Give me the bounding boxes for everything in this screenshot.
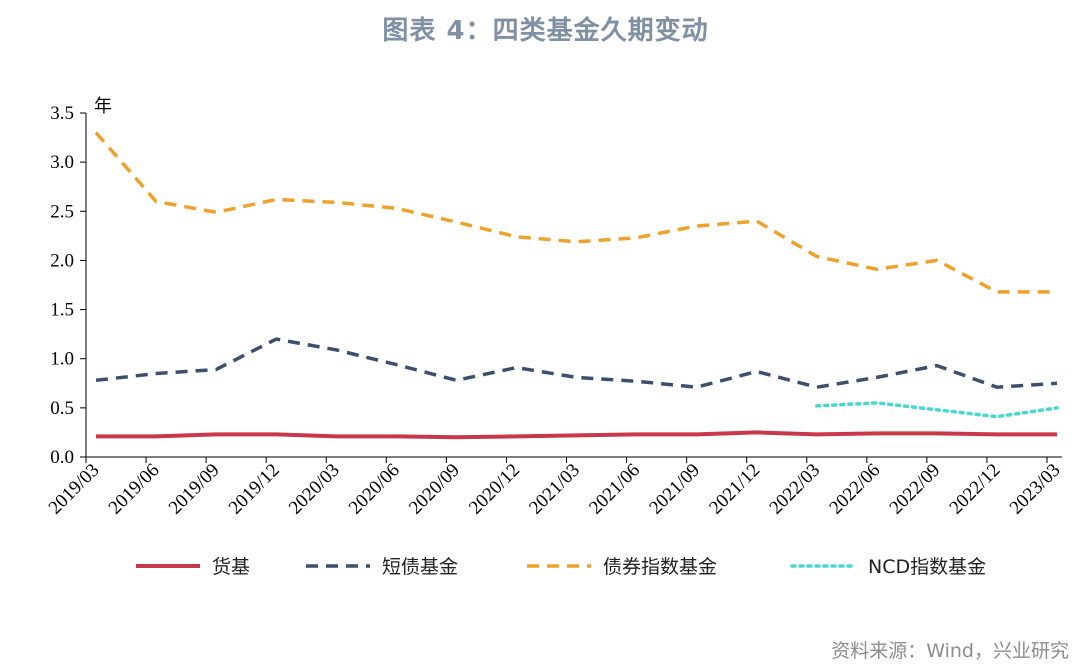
x-tick-label: 2022/06 xyxy=(825,460,884,519)
y-tick-label: 1.0 xyxy=(50,349,74,370)
x-tick-label: 2020/06 xyxy=(345,460,404,519)
x-tick-label: 2019/03 xyxy=(45,460,104,519)
x-tick-label: 2020/12 xyxy=(465,460,524,519)
legend-label: 货基 xyxy=(212,556,250,578)
series-lines xyxy=(94,131,1059,440)
y-tick-label: 2.5 xyxy=(50,201,74,222)
y-axis-unit: 年 xyxy=(94,96,112,117)
legend-label: NCD指数基金 xyxy=(868,556,986,578)
legend-label: 短债基金 xyxy=(382,556,458,578)
x-tick-label: 2021/06 xyxy=(585,460,644,519)
x-tick-label: 2019/06 xyxy=(105,460,164,519)
y-tick-label: 2.0 xyxy=(50,250,74,271)
x-tick-label: 2021/09 xyxy=(645,460,704,519)
x-tick-label: 2019/09 xyxy=(165,460,224,519)
source-note: 资料来源：Wind，兴业研究 xyxy=(831,640,1069,662)
chart-title: 图表 4：四类基金久期变动 xyxy=(382,16,709,46)
legend: 货基 短债基金 债券指数基金 NCD指数基金 xyxy=(136,556,986,578)
x-tick-label: 2021/03 xyxy=(525,460,584,519)
x-tick-label: 2022/03 xyxy=(765,460,824,519)
x-tick-label: 2023/03 xyxy=(1006,460,1065,519)
x-tick-label: 2019/12 xyxy=(225,460,284,519)
series-line xyxy=(95,337,1058,389)
y-tick-label: 0.0 xyxy=(50,447,74,468)
legend-label: 债券指数基金 xyxy=(603,556,717,578)
y-tick-label: 3.5 xyxy=(50,103,74,124)
x-tick-label: 2021/12 xyxy=(705,460,764,519)
series-line xyxy=(815,401,1059,419)
x-tick-label: 2022/12 xyxy=(946,460,1005,519)
series-line xyxy=(96,430,1057,440)
x-tick-label: 2020/09 xyxy=(405,460,464,519)
series-line xyxy=(94,131,1057,294)
y-tick-label: 3.0 xyxy=(50,152,74,173)
y-tick-label: 0.5 xyxy=(50,398,74,419)
x-tick-label: 2022/09 xyxy=(886,460,945,519)
y-tick-label: 1.5 xyxy=(50,300,74,321)
x-tick-label: 2020/03 xyxy=(285,460,344,519)
